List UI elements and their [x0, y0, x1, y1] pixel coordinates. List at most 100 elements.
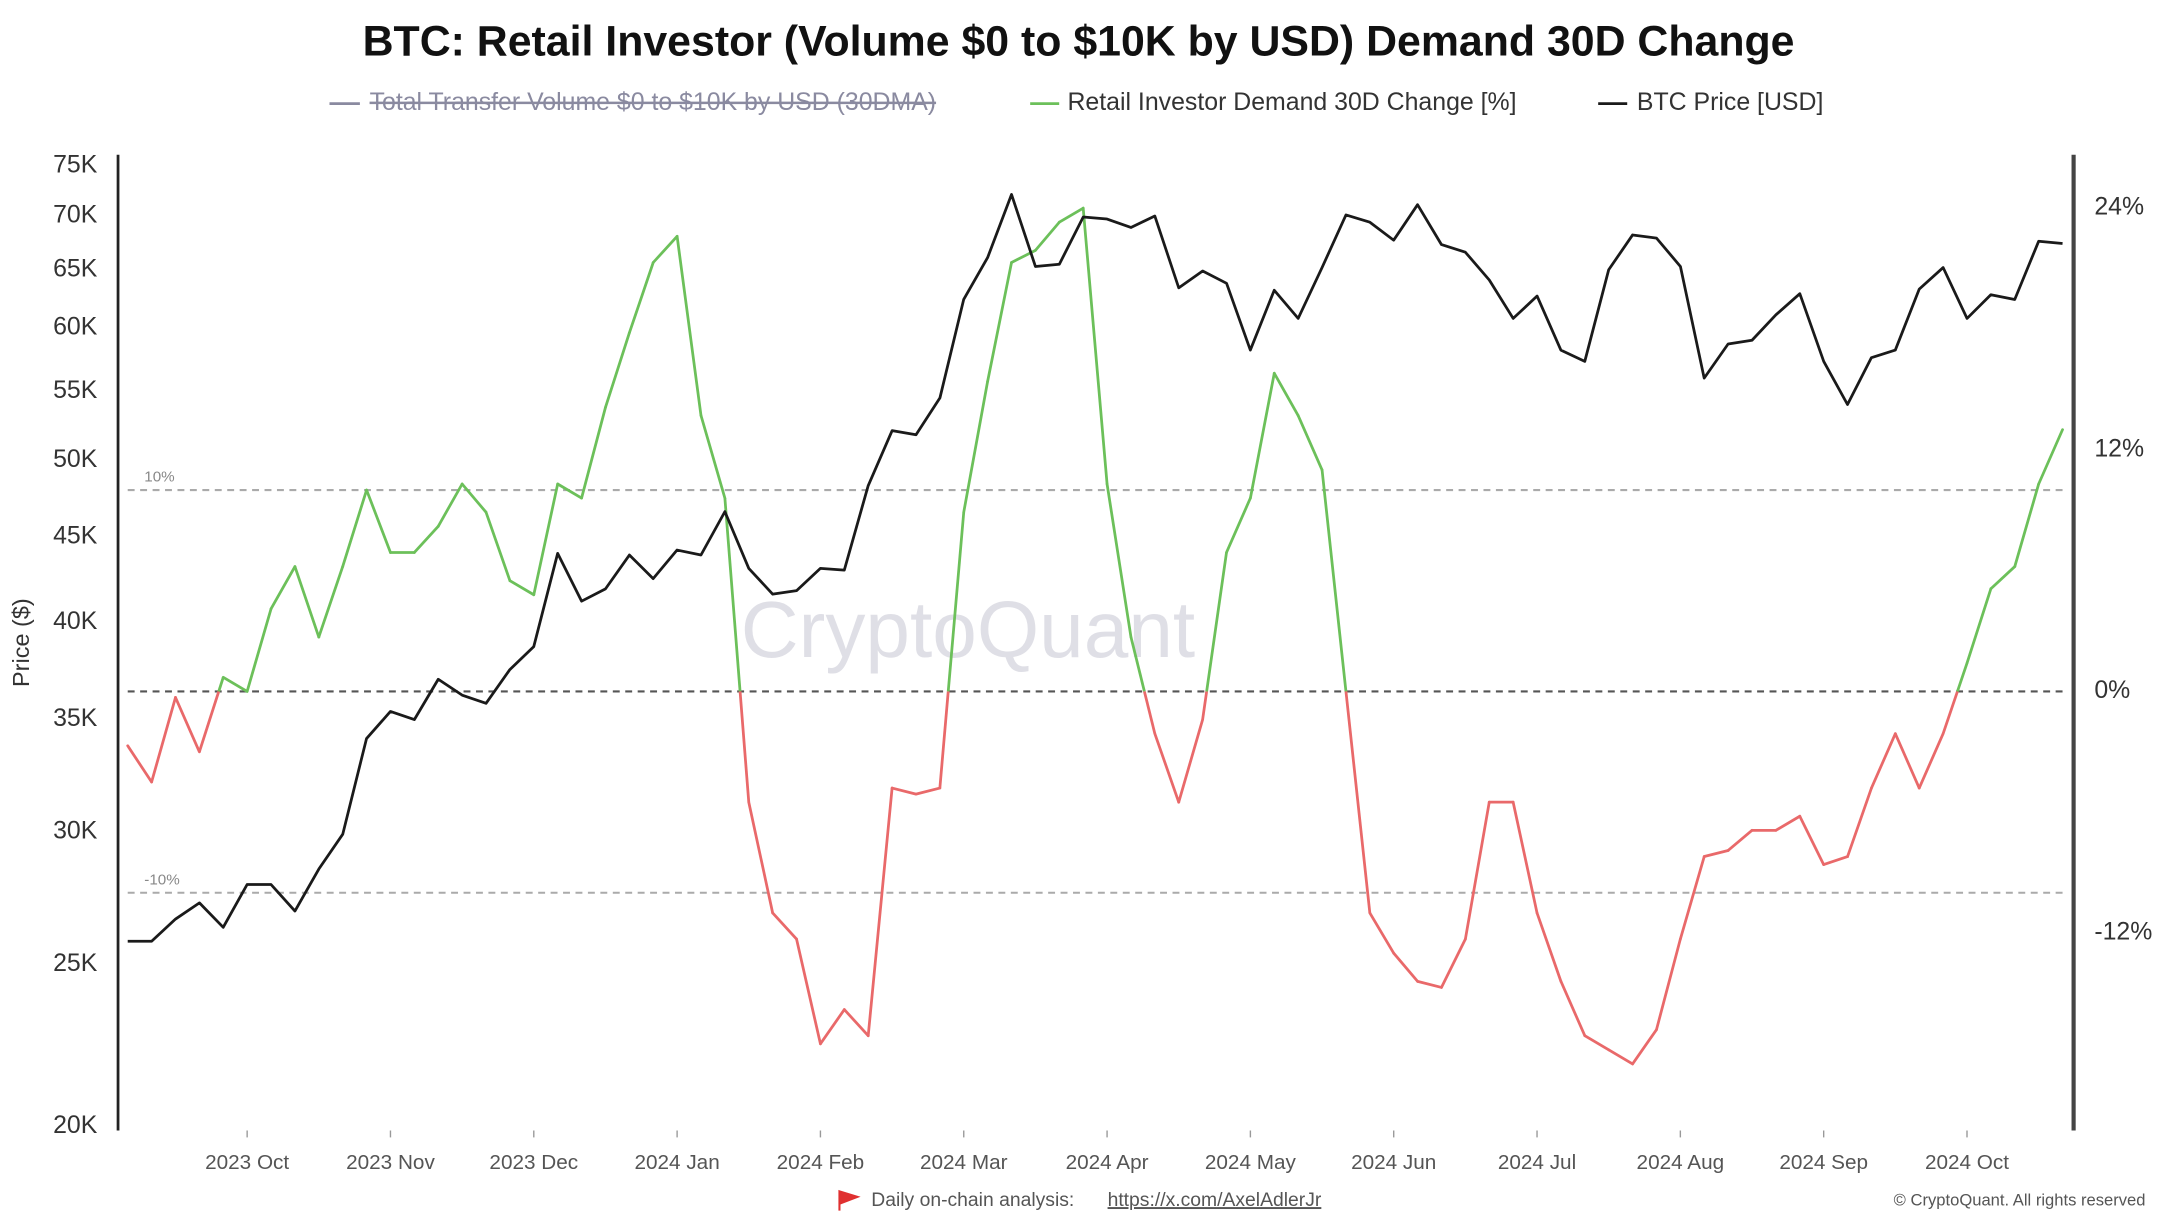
demand-segment	[1129, 636, 1146, 692]
demand-segment	[1956, 662, 1969, 692]
y-tick-label: 25K	[53, 949, 98, 977]
y-tick-label: 30K	[53, 816, 98, 844]
demand-segment	[1320, 468, 1348, 693]
demand-segment	[1177, 718, 1205, 804]
demand-segment	[1870, 732, 1897, 790]
demand-segment	[1201, 691, 1209, 720]
y-tick-label: 65K	[53, 254, 98, 282]
demand-segment	[484, 510, 512, 583]
demand-segment	[317, 565, 345, 639]
price-line	[127, 193, 2063, 943]
demand-segment	[747, 800, 775, 915]
demand-segment	[1249, 371, 1276, 500]
y2-tick-label: 24%	[2094, 193, 2144, 221]
y-tick-label: 60K	[53, 313, 98, 341]
x-tick-label: 2024 Jan	[634, 1151, 719, 1174]
demand-segment	[1989, 565, 2017, 591]
x-tick-label: 2024 Oct	[1925, 1151, 2009, 1174]
demand-segment	[2013, 482, 2041, 568]
demand-segment	[1941, 690, 1959, 735]
y2-tick-label: -12%	[2094, 918, 2152, 946]
demand-segment	[1205, 552, 1228, 692]
x-tick-label: 2024 Aug	[1637, 1151, 1725, 1174]
x-tick-label: 2024 Apr	[1066, 1151, 1149, 1174]
demand-segment	[1392, 951, 1419, 983]
demand-segment	[675, 234, 703, 417]
demand-segment	[938, 691, 950, 789]
demand-segment	[126, 744, 153, 784]
demand-segment	[174, 696, 201, 754]
demand-segment	[1143, 691, 1157, 735]
demand-segment	[1511, 800, 1539, 915]
legend-label[interactable]: BTC Price [USD]	[1637, 88, 1823, 116]
demand-segment	[1081, 206, 1109, 486]
y-tick-label: 45K	[53, 522, 98, 550]
demand-segment	[150, 696, 177, 784]
demand-segment	[890, 786, 918, 796]
demand-segment	[604, 331, 631, 409]
demand-segment	[556, 482, 583, 500]
demand-segment	[2037, 428, 2064, 486]
y-tick-label: 70K	[53, 201, 98, 229]
x-tick-label: 2024 Feb	[777, 1151, 865, 1174]
demand-segment	[1678, 855, 1706, 941]
demand-segment	[1440, 937, 1467, 989]
demand-segment	[1822, 855, 1849, 866]
demand-segment	[1702, 849, 1730, 858]
demand-segment	[1655, 937, 1682, 1032]
y-tick-label: 50K	[53, 445, 98, 473]
demand-segment	[1965, 587, 1993, 665]
demand-segment	[771, 911, 798, 941]
x-tick-label: 2024 Jul	[1498, 1151, 1576, 1174]
reference-label: 10%	[144, 469, 174, 486]
demand-segment	[1034, 220, 1061, 252]
demand-segment	[293, 565, 321, 639]
legend-label[interactable]: Total Transfer Volume $0 to $10K by USD …	[370, 88, 937, 116]
demand-segment	[217, 676, 225, 692]
demand-segment	[198, 690, 221, 753]
x-tick-label: 2023 Dec	[489, 1151, 578, 1174]
y-tick-label: 75K	[53, 150, 98, 178]
demand-segment	[866, 786, 894, 1038]
footer-flag	[838, 1189, 861, 1211]
demand-segment	[1726, 828, 1754, 852]
demand-segment	[341, 488, 368, 568]
demand-segment	[627, 261, 655, 335]
x-tick-label: 2023 Nov	[346, 1151, 435, 1174]
demand-segment	[1917, 732, 1945, 790]
footer-link[interactable]: https://x.com/AxelAdlerJr	[1108, 1189, 1322, 1211]
y-axis-label: Price ($)	[8, 598, 34, 687]
demand-segment	[1893, 732, 1921, 790]
demand-segment	[986, 261, 1013, 383]
demand-segment	[1416, 979, 1443, 989]
demand-segment	[699, 414, 727, 500]
demand-segment	[1846, 786, 1873, 858]
x-tick-label: 2024 May	[1205, 1151, 1297, 1174]
y-tick-label: 35K	[53, 704, 98, 732]
demand-segment	[1057, 206, 1085, 224]
demand-segment	[1535, 911, 1563, 983]
demand-segment	[1559, 979, 1587, 1038]
y-tick-label: 40K	[53, 607, 98, 635]
y-tick-label: 20K	[53, 1111, 98, 1139]
demand-segment	[819, 1008, 846, 1046]
demand-segment	[1798, 814, 1826, 866]
watermark: CryptoQuant	[741, 584, 1195, 674]
legend-label[interactable]: Retail Investor Demand 30D Change [%]	[1067, 88, 1516, 116]
demand-segment	[651, 234, 679, 264]
demand-segment	[962, 379, 990, 514]
y-tick-label: 55K	[53, 376, 98, 404]
chart-title: BTC: Retail Investor (Volume $0 to $10K …	[363, 18, 1795, 66]
x-tick-label: 2024 Mar	[920, 1151, 1008, 1174]
demand-segment	[412, 524, 440, 554]
demand-segment	[436, 482, 464, 528]
demand-segment	[1296, 414, 1324, 472]
demand-segment	[1225, 496, 1252, 554]
x-tick-label: 2023 Oct	[205, 1151, 289, 1174]
demand-segment	[1344, 691, 1372, 914]
demand-segment	[1607, 1048, 1634, 1066]
demand-segment	[269, 565, 297, 611]
demand-segment	[1463, 800, 1491, 941]
reference-label: -10%	[144, 871, 179, 888]
demand-segment	[245, 607, 273, 693]
